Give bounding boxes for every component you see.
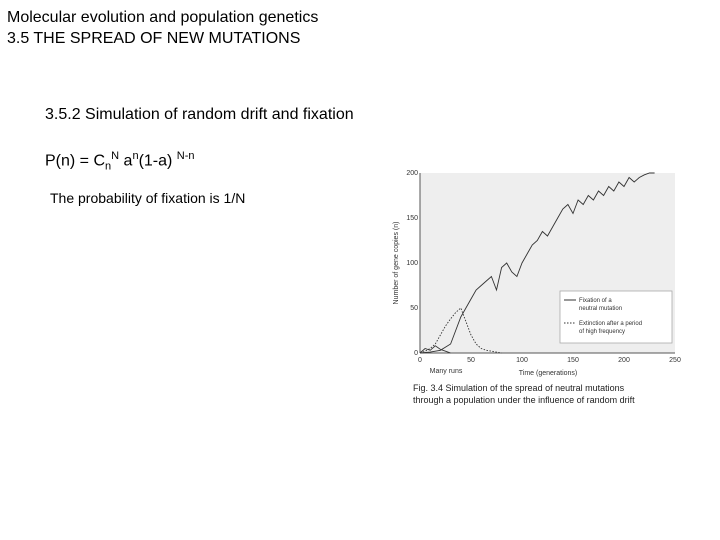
x-tick-label-1: 50	[467, 357, 475, 364]
legend-fixation-line1: Fixation of a	[579, 298, 612, 304]
y-tick-label-0: 0	[414, 350, 418, 357]
legend-extinction-line2: of high frequency	[579, 329, 625, 335]
formula-sup-n: n	[132, 150, 139, 162]
y-tick-label-3: 150	[406, 215, 418, 222]
x-tick-label-0: 0	[418, 357, 422, 364]
y-axis-label: Number of gene copies (n)	[393, 222, 400, 305]
y-tick-label-2: 100	[406, 260, 418, 267]
drift-simulation-chart: 0 50 100 150 200 0 50 100 150 200 250 Number of g…	[393, 170, 681, 377]
formula-sup-N-n: N-n	[176, 150, 195, 162]
fixation-formula: P(n) = CnN an(1-a) N-n	[45, 150, 195, 173]
many-runs-label: Many runs	[430, 368, 463, 375]
y-tick-label-1: 50	[410, 305, 418, 312]
y-tick-label-4: 200	[406, 170, 418, 177]
x-tick-label-3: 150	[567, 357, 579, 364]
x-tick-label-2: 100	[516, 357, 528, 364]
legend-fixation-line2: neutral mutation	[579, 306, 622, 312]
x-tick-label-4: 200	[618, 357, 630, 364]
legend-box	[559, 290, 673, 344]
series-line-1	[419, 307, 502, 354]
subsection-title: 3.5.2 Simulation of random drift and fix…	[45, 106, 354, 123]
heading-line-1: Molecular evolution and population genet…	[7, 9, 319, 26]
formula-sup-N: N	[111, 150, 120, 162]
heading-line-2: 3.5 THE SPREAD OF NEW MUTATIONS	[7, 30, 301, 47]
legend-extinction-line1: Extinction after a period	[579, 321, 642, 327]
x-axis-label: Time (generations)	[519, 370, 578, 377]
y-tick-labels: 0 50 100 150 200	[406, 170, 418, 357]
formula-sub-n: n	[105, 160, 112, 173]
caption-line-2: through a population under the influence…	[413, 395, 635, 405]
chart-legend: Fixation of a neutral mutation Extinctio…	[559, 290, 673, 344]
formula-a: a	[119, 152, 133, 170]
series-lines	[419, 172, 655, 354]
formula-mid: (1-a)	[138, 152, 177, 170]
figure-caption: Fig. 3.4 Simulation of the spread of neu…	[413, 382, 703, 406]
series-line-0	[419, 172, 655, 354]
x-tick-labels: 0 50 100 150 200 250	[418, 357, 681, 364]
caption-line-1: Fig. 3.4 Simulation of the spread of neu…	[413, 383, 625, 393]
series-line-2	[419, 345, 451, 354]
x-tick-label-5: 250	[669, 357, 681, 364]
fixation-probability-text: The probability of fixation is 1/N	[50, 190, 246, 206]
formula-lhs: P(n) = C	[45, 152, 106, 170]
